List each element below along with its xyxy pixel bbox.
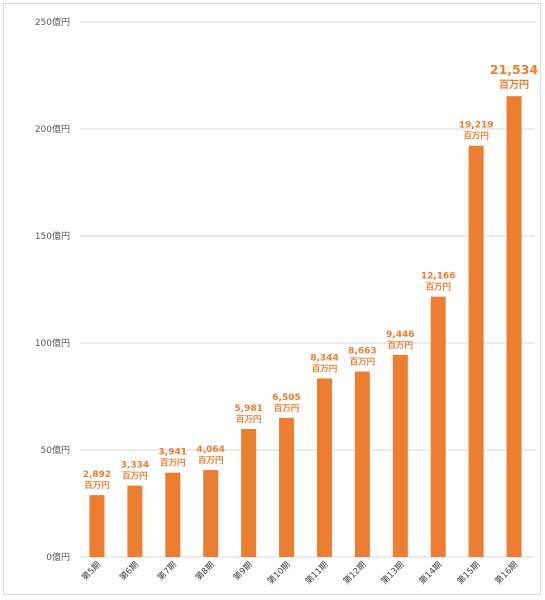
x-category-label: 第14期 [417, 559, 444, 586]
data-label-unit: 百万円 [388, 341, 414, 351]
data-label-unit: 百万円 [198, 456, 224, 466]
x-category-label: 第8期 [193, 559, 217, 583]
x-category-label: 第10期 [265, 559, 292, 586]
data-label: 3,941 [159, 448, 187, 458]
y-tick-label: 200億円 [35, 123, 70, 135]
data-label: 12,166 [421, 272, 456, 282]
x-category-label: 第11期 [303, 559, 330, 586]
data-label: 4,064 [196, 445, 224, 455]
data-label-unit: 百万円 [122, 472, 148, 482]
data-label-unit: 百万円 [425, 283, 451, 293]
data-label-unit: 百万円 [236, 415, 262, 425]
data-label: 8,344 [310, 353, 338, 363]
y-tick-label: 50億円 [41, 444, 70, 456]
data-label: 2,892 [83, 470, 111, 480]
bar [241, 429, 257, 557]
bar [127, 485, 143, 557]
bar [316, 378, 332, 557]
x-category-label: 第5期 [79, 559, 103, 583]
y-tick-label: 150億円 [35, 230, 70, 242]
bar [279, 417, 295, 557]
data-label: 21,534 [490, 62, 539, 77]
x-category-label: 第16期 [493, 559, 520, 586]
data-label: 3,334 [121, 461, 149, 471]
x-category-label: 第13期 [379, 559, 406, 586]
x-category-label: 第6期 [117, 559, 141, 583]
bar [89, 495, 105, 557]
y-tick-label: 0億円 [46, 551, 70, 563]
data-label-unit: 百万円 [84, 481, 110, 491]
data-label: 19,219 [459, 121, 494, 131]
data-label: 8,663 [348, 347, 376, 357]
data-label-unit: 百万円 [160, 459, 186, 469]
bar [430, 296, 446, 557]
bar [506, 96, 522, 558]
x-category-label: 第9期 [231, 559, 255, 583]
data-label-unit: 百万円 [463, 132, 489, 142]
data-label-unit: 百万円 [274, 404, 300, 414]
data-label-unit: 百万円 [312, 364, 338, 374]
bar [165, 472, 181, 557]
data-label-unit: 百万円 [350, 358, 376, 368]
data-label-unit: 百万円 [499, 79, 529, 91]
y-tick-label: 100億円 [35, 337, 70, 349]
bar [203, 470, 219, 557]
y-tick-label: 250億円 [35, 16, 70, 28]
bar [354, 371, 370, 557]
x-category-label: 第15期 [455, 559, 482, 586]
data-label: 9,446 [386, 330, 414, 340]
x-category-label: 第7期 [155, 559, 179, 583]
x-category-label: 第12期 [341, 559, 368, 586]
data-label: 5,981 [234, 404, 262, 414]
bar [392, 354, 408, 557]
data-label: 6,505 [272, 393, 300, 403]
bar [468, 145, 484, 558]
